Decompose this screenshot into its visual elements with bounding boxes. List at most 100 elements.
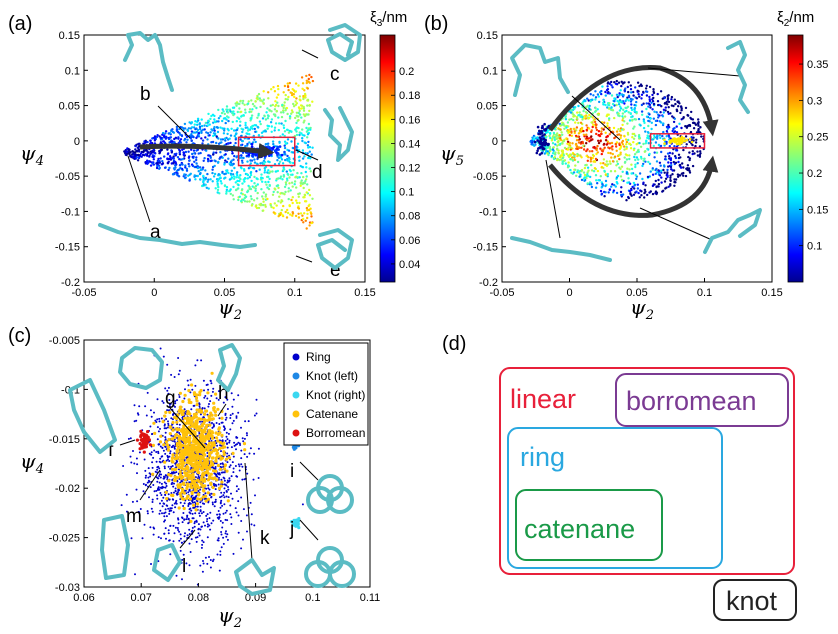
data-point-ring: [174, 400, 177, 403]
data-point-ring: [243, 453, 246, 456]
data-point: [182, 151, 185, 154]
data-point: [213, 118, 216, 121]
data-point: [214, 187, 217, 190]
data-point: [618, 147, 621, 151]
data-point: [166, 162, 170, 165]
data-point-ring: [210, 382, 213, 385]
data-point: [664, 155, 667, 158]
data-point: [198, 125, 202, 129]
data-point: [594, 126, 598, 129]
data-point: [249, 162, 252, 165]
data-point: [253, 158, 256, 161]
data-point: [590, 185, 594, 189]
data-point: [200, 137, 203, 140]
data-point-ring: [155, 489, 158, 492]
data-point: [126, 147, 129, 150]
data-point: [589, 156, 592, 159]
data-point: [623, 156, 626, 159]
data-point: [663, 165, 666, 168]
data-point: [641, 164, 644, 168]
data-point: [630, 91, 633, 94]
data-point: [201, 142, 204, 145]
data-point: [640, 93, 644, 97]
data-point: [305, 162, 308, 165]
data-point-ring: [207, 501, 210, 504]
data-point-ring: [187, 491, 190, 494]
data-point: [245, 154, 249, 158]
data-point: [310, 153, 313, 156]
data-point: [667, 123, 670, 127]
data-point-catenane: [182, 497, 186, 501]
data-point-ring: [187, 384, 190, 387]
data-point-ring: [225, 416, 228, 419]
data-point: [284, 97, 287, 101]
data-point-ring: [189, 507, 192, 510]
data-point: [189, 136, 192, 139]
data-point: [597, 134, 600, 137]
data-point: [257, 134, 261, 137]
data-point-ring: [237, 411, 240, 414]
data-point-ring: [224, 412, 227, 415]
data-point: [605, 160, 608, 163]
data-point: [279, 156, 283, 159]
data-point: [246, 102, 250, 105]
data-point-ring: [164, 508, 167, 511]
data-point-ring: [202, 562, 205, 565]
data-point: [161, 162, 165, 165]
data-point: [255, 206, 259, 210]
data-point: [644, 90, 648, 93]
data-point: [599, 140, 602, 143]
data-point: [566, 142, 569, 145]
data-point-ring: [163, 423, 166, 426]
data-point: [597, 95, 600, 98]
data-point-ring: [220, 450, 222, 453]
data-point-ring: [174, 506, 177, 509]
data-point: [633, 109, 636, 113]
data-point-ring: [177, 529, 180, 531]
data-point-ring: [187, 522, 190, 525]
data-point-ring: [245, 514, 248, 517]
data-point: [259, 105, 262, 109]
data-point: [604, 90, 607, 94]
data-point: [585, 128, 588, 132]
data-point-ring: [156, 468, 159, 471]
data-point: [536, 139, 539, 142]
data-point: [549, 148, 552, 151]
data-point: [692, 136, 695, 139]
data-point: [186, 138, 189, 141]
data-point: [284, 93, 287, 97]
data-point: [670, 104, 674, 107]
data-point-ring: [172, 471, 175, 474]
data-point-ring: [225, 397, 228, 400]
data-point: [639, 145, 643, 148]
data-point: [293, 180, 297, 183]
data-point-ring: [199, 505, 202, 508]
data-point: [277, 200, 280, 203]
data-point: [170, 162, 173, 165]
data-point: [663, 144, 666, 147]
data-point: [204, 169, 207, 172]
data-point: [192, 142, 195, 145]
data-point: [247, 128, 250, 131]
data-point-ring: [148, 496, 150, 499]
data-point: [294, 116, 297, 120]
data-point: [691, 121, 695, 125]
data-point: [206, 124, 209, 127]
data-point-ring: [151, 510, 154, 513]
y-tick-label: -0.15: [55, 242, 80, 254]
data-point: [549, 131, 552, 135]
data-point-ring: [170, 483, 173, 485]
data-point: [188, 121, 191, 124]
data-point-ring: [174, 402, 177, 405]
data-point-ring: [211, 426, 214, 429]
data-point: [613, 97, 616, 100]
data-point: [546, 152, 549, 155]
data-point: [669, 183, 672, 186]
data-point: [185, 167, 189, 171]
data-point: [645, 115, 649, 118]
data-point: [591, 138, 594, 141]
data-point: [229, 141, 232, 145]
data-point-ring: [220, 546, 223, 549]
data-point: [213, 125, 216, 129]
data-point: [305, 175, 308, 178]
